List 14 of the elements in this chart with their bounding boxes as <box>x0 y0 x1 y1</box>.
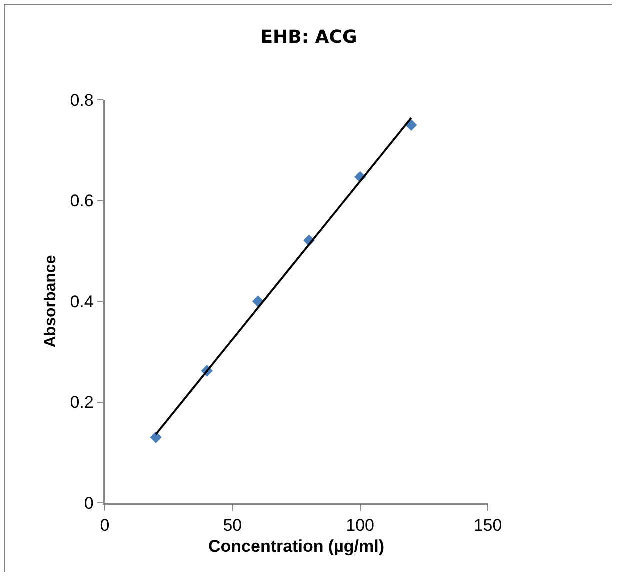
y-tick-label: 0.8 <box>70 90 94 110</box>
x-tick-label: 150 <box>474 516 502 536</box>
point <box>252 296 264 308</box>
y-tick-label: 0.6 <box>70 192 94 211</box>
y-axis-title: Absorbance <box>42 255 60 348</box>
x-tick-label: 0 <box>100 516 110 536</box>
y-tick-label: 0.4 <box>70 292 94 312</box>
point <box>150 432 162 444</box>
x-tick-label: 100 <box>346 516 375 536</box>
y-tick-label: 0.2 <box>70 393 94 412</box>
y-tick-label: 0 <box>84 494 94 513</box>
x-axis-title: Concentration (µg/ml) <box>208 537 385 556</box>
chart-title: EHB: ACG <box>260 27 358 48</box>
x-tick-label: 50 <box>223 516 242 536</box>
